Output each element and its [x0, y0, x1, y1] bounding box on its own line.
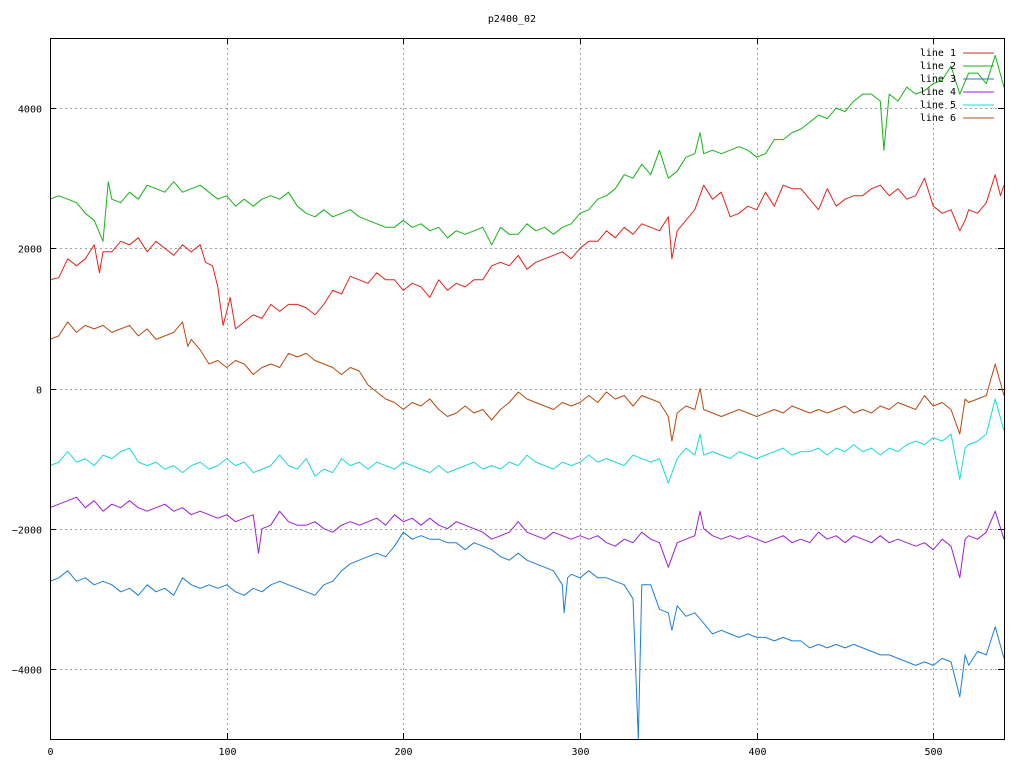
legend-label: line 5 [920, 100, 956, 111]
series-line-1 [50, 174, 1004, 330]
legend-label: line 3 [920, 74, 956, 85]
y-tick-label: −4000 [12, 666, 42, 677]
legend-label: line 4 [920, 87, 956, 98]
x-tick-label: 400 [748, 747, 766, 758]
y-tick-label: 2000 [18, 245, 42, 256]
series-line-3 [50, 531, 1004, 739]
legend: line 1 line 2 line 3 line 4 line 5 line 6 [920, 48, 994, 124]
y-tick-label: 0 [36, 386, 42, 397]
series-lines [50, 55, 1004, 739]
y-tick-label: −2000 [12, 526, 42, 537]
series-line-2 [50, 55, 1004, 246]
axes: 0 100 200 300 400 500 −4000 −2000 0 2000 4000 [12, 38, 1004, 758]
y-tick-label: 4000 [18, 105, 42, 116]
x-tick-label: 100 [218, 747, 236, 758]
x-tick-label: 500 [924, 747, 942, 758]
series-line-6 [50, 321, 1004, 442]
series-line-5 [50, 398, 1004, 484]
plot-frame [50, 38, 1005, 740]
legend-label: line 6 [920, 113, 956, 124]
x-tick-label: 0 [47, 747, 53, 758]
series-line-4 [50, 496, 1004, 579]
x-tick-label: 300 [571, 747, 589, 758]
legend-label: line 2 [920, 61, 956, 72]
legend-label: line 1 [920, 48, 956, 59]
x-tick-label: 200 [394, 747, 412, 758]
chart-title: p2400_02 [488, 14, 536, 25]
grid [50, 38, 1004, 739]
